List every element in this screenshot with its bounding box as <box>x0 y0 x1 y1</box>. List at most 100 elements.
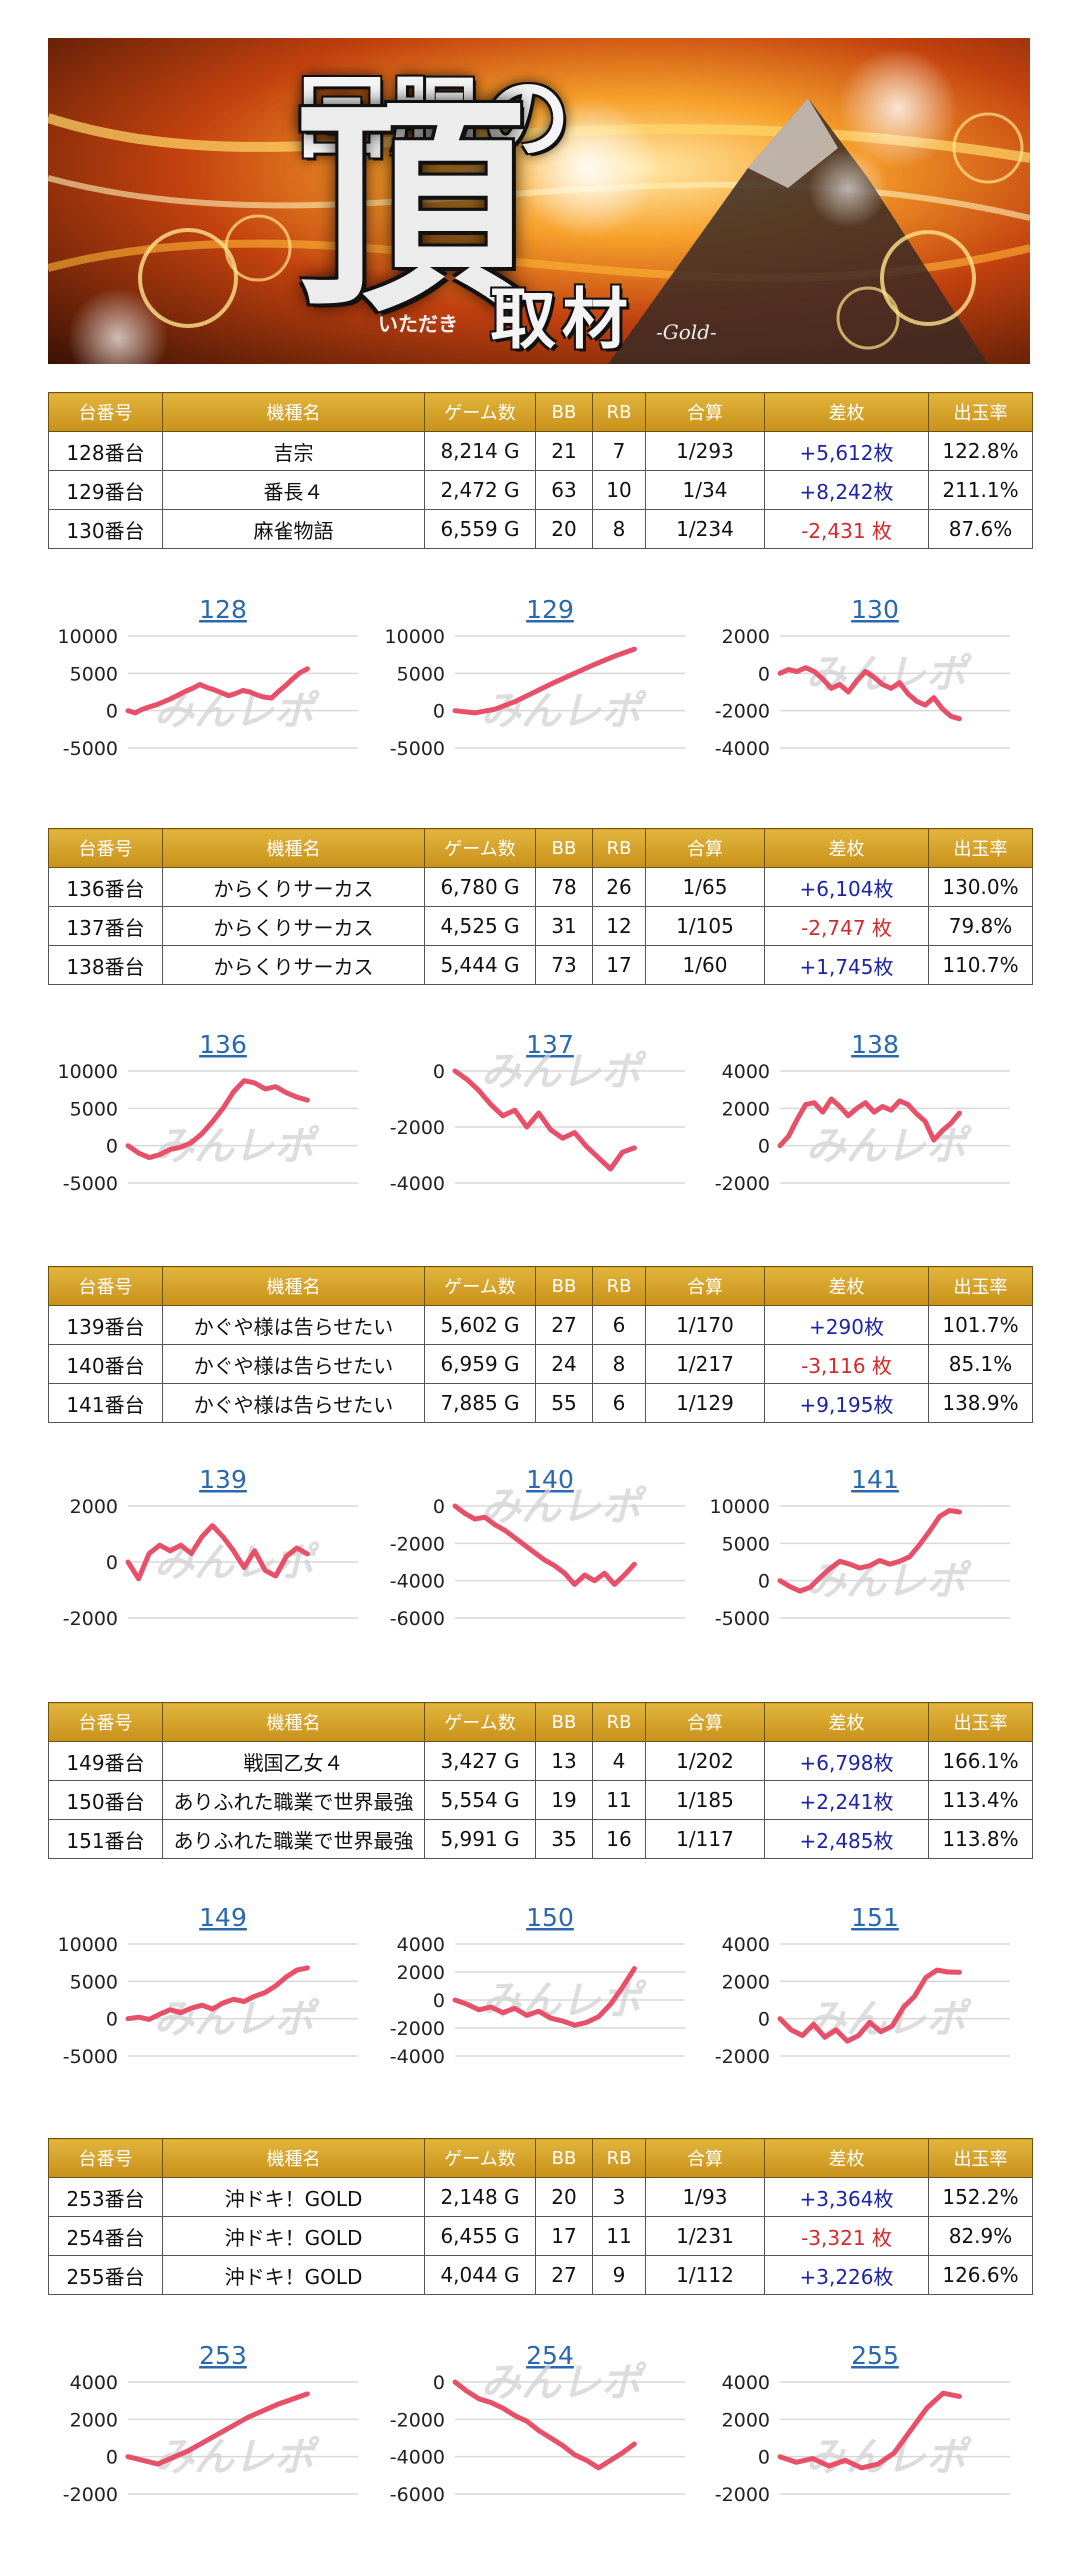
machine-name: 番長４ <box>162 470 425 510</box>
y-tick-label: -4000 <box>715 738 770 760</box>
slump-chart: 128 10000 5000 0 -5000 みんレポ <box>58 595 358 760</box>
y-tick-label: 2000 <box>397 1962 445 1984</box>
slump-chart: 137 0 -2000 -4000 みんレポ <box>390 1030 685 1195</box>
chart-title[interactable]: 149 <box>199 1903 247 1932</box>
bb-count: 19 <box>535 1780 593 1820</box>
y-tick-label: 4000 <box>397 1934 445 1956</box>
payout-rate: 211.1% <box>928 470 1033 510</box>
result-table: 台番号 機種名 ゲーム数 BB RB 合算 差枚 出玉率 128番台 吉宗 8,214 G 21 7 1/… <box>48 392 1033 549</box>
game-count: 5,554 G <box>424 1780 536 1820</box>
payout-rate: 130.0% <box>928 867 1033 907</box>
game-count: 7,885 G <box>424 1383 536 1423</box>
y-tick-label: 0 <box>106 1552 118 1574</box>
chart-title[interactable]: 255 <box>851 2341 899 2370</box>
y-tick-label: -2000 <box>715 1173 770 1195</box>
column-header: 合算 <box>645 1266 765 1306</box>
column-header: RB <box>592 1702 646 1742</box>
machine-name: 沖ドキ！GOLD <box>162 2177 425 2217</box>
chart-title[interactable]: 141 <box>851 1465 899 1494</box>
diff-coins: +1,745枚 <box>764 945 929 985</box>
chart-title[interactable]: 151 <box>851 1903 899 1932</box>
unit-number: 139番台 <box>48 1305 163 1345</box>
watermark-logo: みんレポ <box>481 689 647 735</box>
y-tick-label: 0 <box>106 2009 118 2031</box>
y-tick-label: 5000 <box>397 663 445 685</box>
series-line <box>125 666 310 716</box>
slump-chart: 149 10000 5000 0 -5000 みんレポ <box>58 1903 358 2068</box>
rb-count: 4 <box>592 1741 646 1781</box>
y-tick-label: -2000 <box>715 2484 770 2506</box>
chart-title[interactable]: 150 <box>526 1903 574 1932</box>
game-count: 4,044 G <box>424 2255 536 2295</box>
column-header: 差枚 <box>764 828 929 868</box>
game-count: 4,525 G <box>424 906 536 946</box>
chart-title[interactable]: 253 <box>199 2341 247 2370</box>
diff-coins: +9,195枚 <box>764 1383 929 1423</box>
chart-title[interactable]: 129 <box>526 595 574 624</box>
banner-title-top: 回胴の <box>298 66 575 170</box>
combined-prob: 1/170 <box>645 1305 765 1345</box>
rb-count: 16 <box>592 1819 646 1859</box>
combined-prob: 1/34 <box>645 470 765 510</box>
column-header: ゲーム数 <box>424 392 536 432</box>
combined-prob: 1/234 <box>645 509 765 549</box>
diff-coins: -2,747 枚 <box>764 906 929 946</box>
y-tick-label: 0 <box>106 1136 118 1158</box>
bb-count: 78 <box>535 867 593 907</box>
series-line <box>452 1068 637 1172</box>
slump-chart: 150 4000 2000 0 -2000 -4000 みんレポ <box>390 1903 685 2068</box>
watermark-logo: みんレポ <box>154 1997 320 2043</box>
watermark-logo: みんレポ <box>481 1978 647 2024</box>
rb-count: 11 <box>592 2216 646 2256</box>
column-header: BB <box>535 828 593 868</box>
unit-number: 141番台 <box>48 1383 163 1423</box>
column-header: ゲーム数 <box>424 828 536 868</box>
chart-title[interactable]: 138 <box>851 1030 899 1059</box>
y-tick-label: -5000 <box>63 2046 118 2068</box>
table-row: 138番台 からくりサーカス 5,444 G 73 17 1/60 +1,745枚 110.7… <box>48 945 1033 985</box>
bb-count: 17 <box>535 2216 593 2256</box>
rb-count: 7 <box>592 431 646 471</box>
y-tick-label: -5000 <box>63 1173 118 1195</box>
series-line <box>452 2379 637 2471</box>
unit-number: 130番台 <box>48 509 163 549</box>
series-line <box>452 1966 637 2028</box>
column-header: 出玉率 <box>928 2138 1033 2178</box>
combined-prob: 1/185 <box>645 1780 765 1820</box>
chart-title[interactable]: 139 <box>199 1465 247 1494</box>
y-tick-label: 0 <box>433 2372 445 2394</box>
chart-title[interactable]: 137 <box>526 1030 574 1059</box>
machine-name: 沖ドキ！GOLD <box>162 2216 425 2256</box>
y-tick-label: 0 <box>758 663 770 685</box>
bb-count: 13 <box>535 1741 593 1781</box>
y-tick-label: -2000 <box>63 1608 118 1630</box>
y-tick-label: 2000 <box>722 1971 770 1993</box>
y-tick-label: 2000 <box>722 626 770 648</box>
chart-title[interactable]: 140 <box>526 1465 574 1494</box>
column-header: ゲーム数 <box>424 2138 536 2178</box>
slump-chart: 253 4000 2000 0 -2000 みんレポ <box>63 2341 358 2506</box>
rb-count: 11 <box>592 1780 646 1820</box>
combined-prob: 1/293 <box>645 431 765 471</box>
table-row: 128番台 吉宗 8,214 G 21 7 1/293 +5,612枚 122.8% <box>48 431 1033 471</box>
result-table: 台番号 機種名 ゲーム数 BB RB 合算 差枚 出玉率 149番台 戦国乙女４ 3,427 G 13… <box>48 1702 1033 1859</box>
series-line <box>125 1078 310 1161</box>
y-tick-label: 4000 <box>722 1934 770 1956</box>
combined-prob: 1/60 <box>645 945 765 985</box>
rb-count: 10 <box>592 470 646 510</box>
rb-count: 3 <box>592 2177 646 2217</box>
payout-rate: 87.6% <box>928 509 1033 549</box>
game-count: 6,455 G <box>424 2216 536 2256</box>
column-header: 合算 <box>645 2138 765 2178</box>
table-header-row: 台番号 機種名 ゲーム数 BB RB 合算 差枚 出玉率 <box>48 392 1033 432</box>
chart-title[interactable]: 130 <box>851 595 899 624</box>
column-header: 差枚 <box>764 2138 929 2178</box>
combined-prob: 1/65 <box>645 867 765 907</box>
chart-title[interactable]: 136 <box>199 1030 247 1059</box>
diff-coins: -2,431 枚 <box>764 509 929 549</box>
bb-count: 35 <box>535 1819 593 1859</box>
chart-title[interactable]: 128 <box>199 595 247 624</box>
bb-count: 21 <box>535 431 593 471</box>
unit-number: 136番台 <box>48 867 163 907</box>
chart-title[interactable]: 254 <box>526 2341 574 2370</box>
